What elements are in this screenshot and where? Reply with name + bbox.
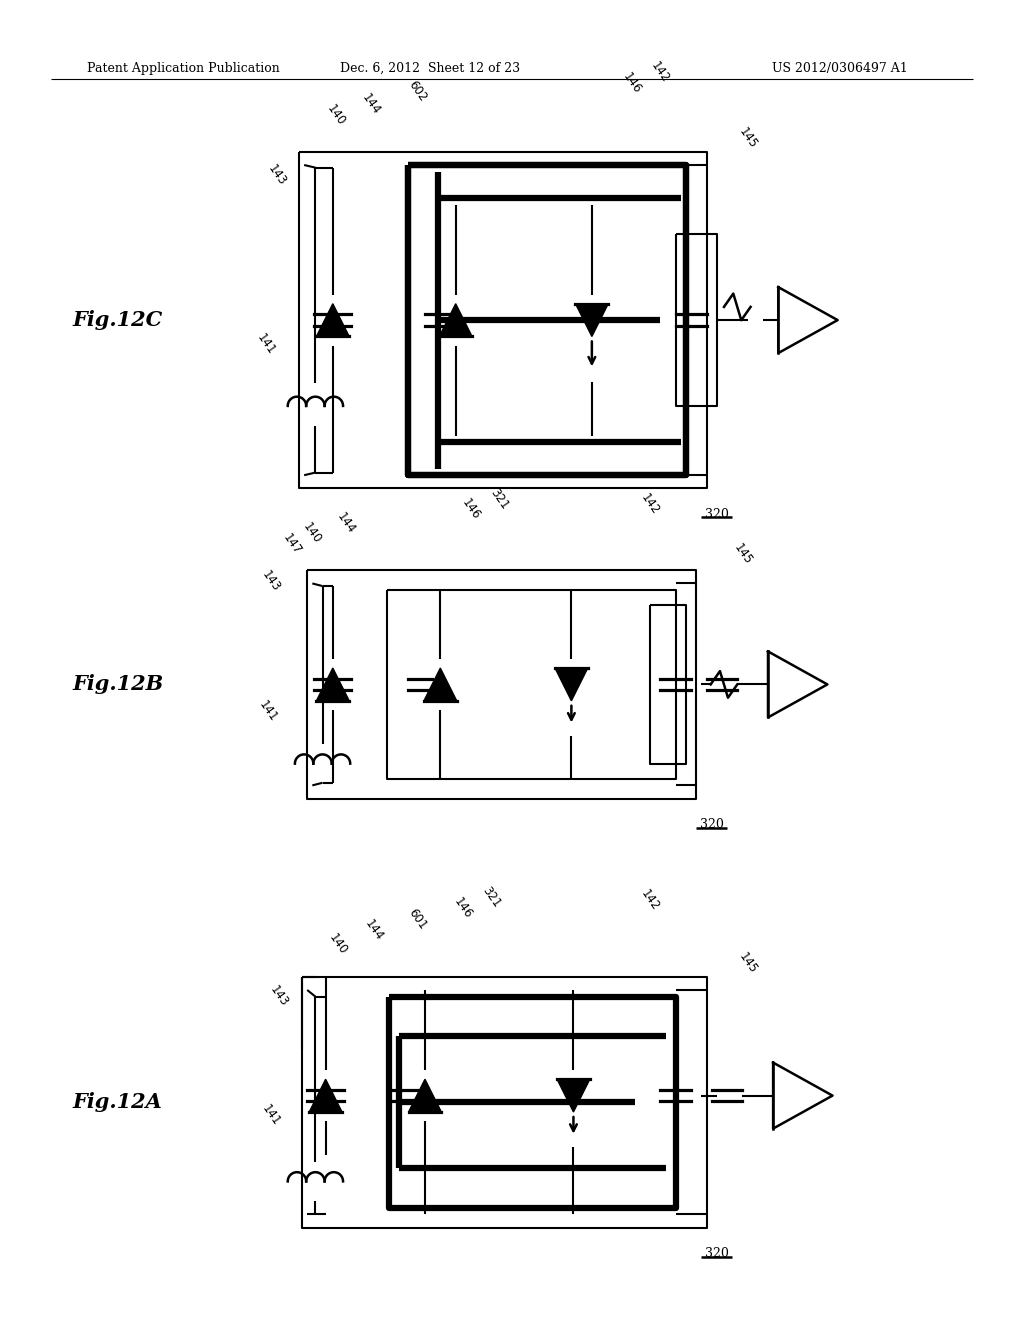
Text: 140: 140: [301, 520, 324, 546]
Text: 145: 145: [736, 125, 759, 152]
Text: 142: 142: [638, 491, 663, 517]
Text: 142: 142: [648, 59, 673, 86]
Text: 144: 144: [358, 91, 383, 117]
Text: 145: 145: [736, 950, 759, 977]
Polygon shape: [309, 1080, 342, 1111]
Text: Dec. 6, 2012  Sheet 12 of 23: Dec. 6, 2012 Sheet 12 of 23: [340, 62, 520, 75]
Text: 321: 321: [488, 486, 511, 512]
Text: 146: 146: [620, 70, 644, 96]
Bar: [438, 198, 681, 276]
Text: 321: 321: [480, 884, 503, 911]
Text: 147: 147: [280, 531, 304, 557]
Text: US 2012/0306497 A1: US 2012/0306497 A1: [772, 62, 907, 75]
Text: 601: 601: [407, 906, 429, 932]
Text: Fig.12C: Fig.12C: [73, 310, 163, 330]
Text: 144: 144: [334, 510, 358, 536]
Text: 143: 143: [267, 983, 290, 1010]
Polygon shape: [316, 668, 349, 701]
Text: Patent Application Publication: Patent Application Publication: [87, 62, 280, 75]
Text: Fig.12A: Fig.12A: [73, 1092, 163, 1113]
Polygon shape: [557, 1080, 590, 1111]
Text: 602: 602: [407, 78, 429, 104]
Text: 141: 141: [254, 331, 279, 356]
Polygon shape: [424, 668, 457, 701]
Polygon shape: [439, 304, 472, 337]
Text: 146: 146: [459, 496, 483, 523]
Text: 142: 142: [638, 887, 663, 913]
Polygon shape: [555, 668, 588, 701]
Text: 320: 320: [699, 818, 724, 832]
Text: 141: 141: [256, 698, 281, 723]
Text: 140: 140: [327, 931, 349, 957]
Text: 144: 144: [361, 917, 386, 944]
Text: 141: 141: [259, 1102, 284, 1129]
Text: 145: 145: [732, 541, 755, 568]
Polygon shape: [575, 304, 608, 337]
Text: 143: 143: [260, 568, 283, 594]
Text: 146: 146: [451, 895, 475, 921]
Text: 143: 143: [265, 162, 288, 189]
Text: 320: 320: [705, 508, 729, 521]
Text: 140: 140: [325, 102, 347, 128]
Polygon shape: [316, 304, 349, 337]
Polygon shape: [409, 1080, 441, 1111]
Text: 320: 320: [705, 1247, 729, 1261]
Bar: [438, 364, 681, 442]
Text: Fig.12B: Fig.12B: [72, 675, 164, 694]
